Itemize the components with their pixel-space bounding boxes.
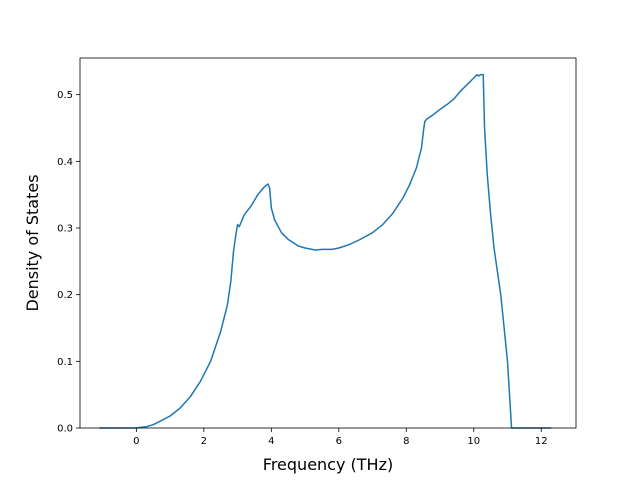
- x-tick-label: 4: [268, 436, 274, 447]
- y-tick-label: 0.5: [57, 90, 73, 101]
- y-axis-ticks: 0.0 0.1 0.2 0.3 0.4 0.5: [57, 90, 80, 435]
- y-axis-label: Density of States: [23, 174, 42, 311]
- x-tick-label: 6: [336, 436, 342, 447]
- x-tick-label: 10: [467, 436, 480, 447]
- plot-layer: [99, 73, 552, 429]
- x-axis-ticks: 0 2 4 6 8 10 12: [133, 428, 548, 447]
- y-tick-label: 0.2: [57, 290, 73, 301]
- y-tick-label: 0.0: [57, 424, 73, 435]
- y-tick-label: 0.3: [57, 224, 73, 235]
- y-tick-label: 0.4: [57, 157, 73, 168]
- x-tick-label: 0: [133, 436, 139, 447]
- x-axis-label: Frequency (THz): [263, 455, 393, 474]
- x-tick-label: 12: [535, 436, 548, 447]
- plot-area-frame: [79, 57, 577, 429]
- y-tick-label: 0.1: [57, 357, 73, 368]
- dos-series-line: [99, 73, 552, 429]
- x-tick-label: 8: [403, 436, 409, 447]
- x-tick-label: 2: [201, 436, 207, 447]
